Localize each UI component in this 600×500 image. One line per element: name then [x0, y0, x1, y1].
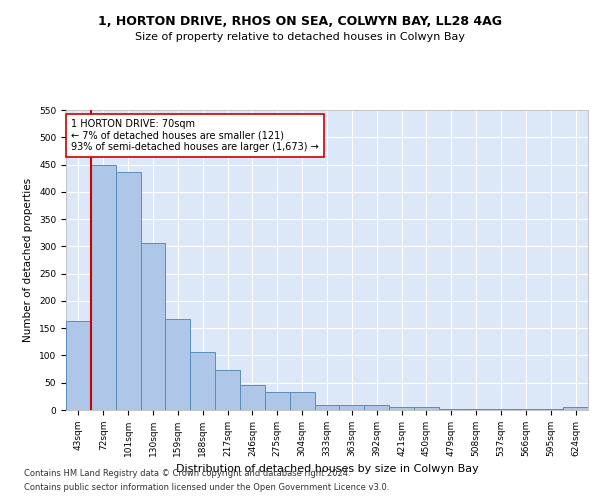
Bar	[140, 242, 166, 410]
Bar	[389, 408, 414, 410]
Bar	[514, 409, 538, 410]
Bar	[91, 164, 116, 410]
Bar	[290, 392, 314, 410]
Bar	[563, 408, 588, 410]
Bar	[116, 172, 140, 410]
Y-axis label: Number of detached properties: Number of detached properties	[23, 178, 34, 342]
Bar	[538, 409, 563, 410]
Text: 1 HORTON DRIVE: 70sqm
← 7% of detached houses are smaller (121)
93% of semi-deta: 1 HORTON DRIVE: 70sqm ← 7% of detached h…	[71, 119, 319, 152]
Bar	[314, 404, 340, 410]
Text: 1, HORTON DRIVE, RHOS ON SEA, COLWYN BAY, LL28 4AG: 1, HORTON DRIVE, RHOS ON SEA, COLWYN BAY…	[98, 15, 502, 28]
X-axis label: Distribution of detached houses by size in Colwyn Bay: Distribution of detached houses by size …	[176, 464, 478, 474]
Text: Size of property relative to detached houses in Colwyn Bay: Size of property relative to detached ho…	[135, 32, 465, 42]
Bar	[265, 392, 290, 410]
Bar	[464, 409, 488, 410]
Bar	[488, 409, 514, 410]
Text: Contains HM Land Registry data © Crown copyright and database right 2024.: Contains HM Land Registry data © Crown c…	[24, 468, 350, 477]
Bar	[66, 321, 91, 410]
Bar	[190, 352, 215, 410]
Bar	[439, 409, 464, 410]
Bar	[340, 404, 364, 410]
Text: Contains public sector information licensed under the Open Government Licence v3: Contains public sector information licen…	[24, 484, 389, 492]
Bar	[414, 408, 439, 410]
Bar	[364, 405, 389, 410]
Bar	[215, 370, 240, 410]
Bar	[240, 386, 265, 410]
Bar	[166, 319, 190, 410]
